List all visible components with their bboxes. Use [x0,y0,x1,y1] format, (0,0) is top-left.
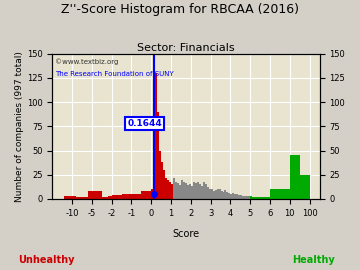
Bar [230,194,233,199]
Bar [195,184,197,199]
Bar [221,191,222,199]
Bar [219,189,221,199]
Bar [244,196,246,199]
Bar [240,195,242,199]
Bar [264,197,266,199]
Bar [199,184,201,199]
Bar [290,156,300,199]
Bar [226,192,229,199]
Bar [203,181,205,199]
Bar [187,185,189,199]
Bar [237,194,238,199]
X-axis label: Score: Score [172,229,199,239]
Bar [179,185,181,199]
Bar [233,193,234,199]
Bar [175,181,177,199]
Bar [153,117,155,199]
Bar [254,197,256,199]
Bar [189,184,191,199]
Text: Healthy: Healthy [292,255,334,265]
Bar [213,191,215,199]
Bar [215,190,217,199]
Bar [209,189,211,199]
Bar [64,196,76,199]
Bar [169,181,171,199]
Bar [262,197,264,199]
Y-axis label: Number of companies (997 total): Number of companies (997 total) [15,51,24,202]
Bar [155,73,157,199]
Bar [159,151,161,199]
Bar [211,189,213,199]
Bar [157,112,159,199]
Text: Unhealthy: Unhealthy [19,255,75,265]
Bar [238,195,240,199]
Bar [171,184,173,199]
Bar [191,186,193,199]
Bar [193,181,195,199]
Text: Z''-Score Histogram for RBCAA (2016): Z''-Score Histogram for RBCAA (2016) [61,3,299,16]
Text: 0.1644: 0.1644 [127,119,162,128]
Bar [167,180,169,199]
Bar [258,197,260,199]
Bar [131,194,141,199]
Bar [122,194,131,199]
Bar [181,180,183,199]
Bar [207,187,209,199]
Bar [229,193,230,199]
Bar [256,197,258,199]
Bar [177,184,179,199]
Bar [102,197,108,199]
Bar [300,175,310,199]
Bar [183,181,185,199]
Bar [260,197,262,199]
Bar [246,196,248,199]
Bar [88,191,102,199]
Bar [197,181,199,199]
Bar [173,178,175,199]
Bar [234,194,237,199]
Text: ©www.textbiz.org: ©www.textbiz.org [55,58,118,65]
Bar [161,162,163,199]
Bar [76,197,88,199]
Bar [248,196,250,199]
Bar [205,184,207,199]
Bar [250,196,252,199]
Bar [108,196,112,199]
Bar [151,189,153,199]
Bar [165,178,167,199]
Title: Sector: Financials: Sector: Financials [137,43,235,53]
Bar [112,195,122,199]
Bar [163,170,165,199]
Bar [242,196,244,199]
Bar [141,191,151,199]
Bar [222,192,225,199]
Bar [217,189,219,199]
Bar [185,184,187,199]
Bar [252,197,254,199]
Bar [270,189,290,199]
Text: The Research Foundation of SUNY: The Research Foundation of SUNY [55,71,174,77]
Bar [201,186,203,199]
Bar [225,190,226,199]
Bar [266,197,270,199]
